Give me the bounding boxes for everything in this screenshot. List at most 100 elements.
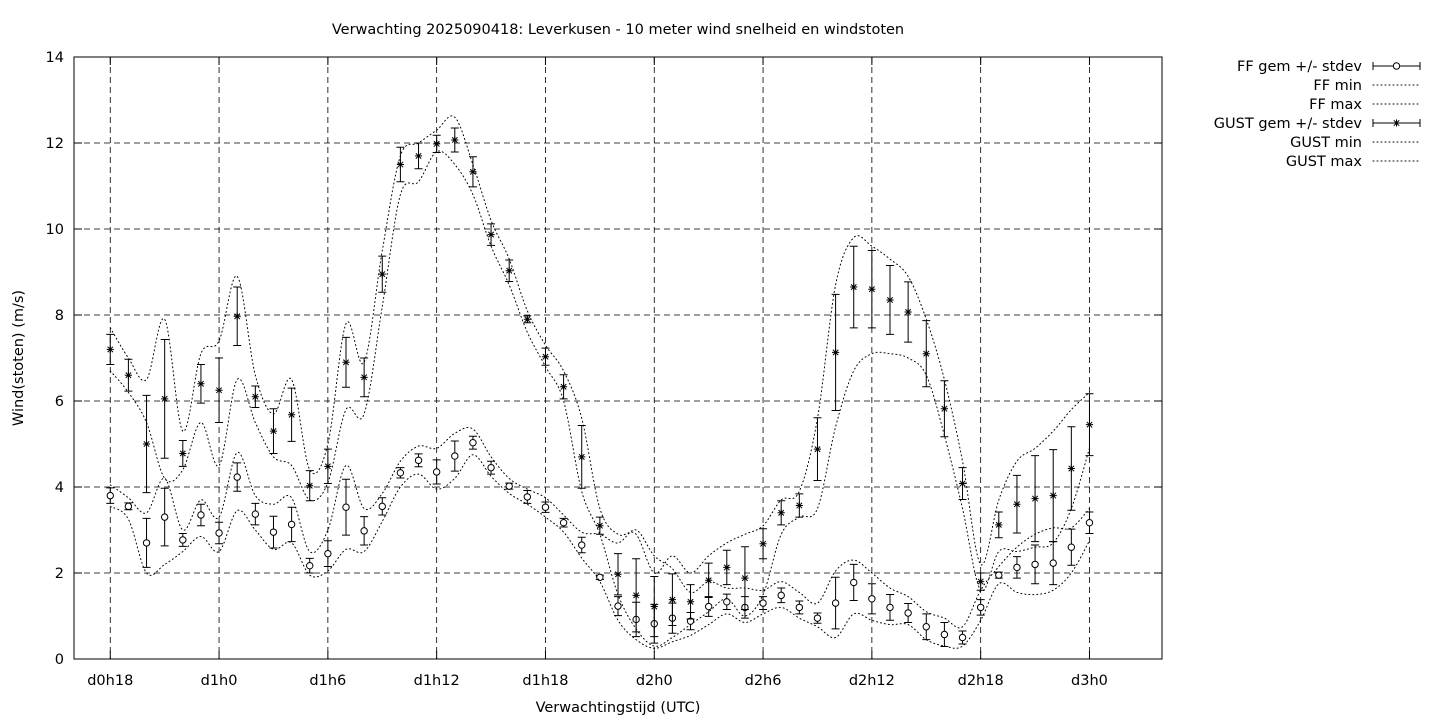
x-axis-label: Verwachtingstijd (UTC) bbox=[536, 700, 701, 716]
data-point bbox=[197, 380, 204, 387]
x-tick-label: d1h12 bbox=[414, 673, 460, 689]
data-point bbox=[796, 502, 803, 509]
data-point bbox=[1086, 519, 1092, 525]
data-point bbox=[669, 596, 676, 603]
data-point bbox=[415, 152, 422, 159]
data-point bbox=[161, 514, 167, 520]
data-point bbox=[1050, 492, 1057, 499]
data-point bbox=[578, 453, 585, 460]
data-point bbox=[143, 540, 149, 546]
data-point bbox=[179, 450, 186, 457]
data-point bbox=[959, 480, 966, 487]
x-tick-label: d1h18 bbox=[522, 673, 568, 689]
data-point bbox=[215, 387, 222, 394]
x-tick-label: d3h0 bbox=[1071, 673, 1108, 689]
data-point bbox=[470, 440, 476, 446]
x-tick-label: d2h18 bbox=[958, 673, 1004, 689]
data-point bbox=[107, 492, 113, 498]
y-tick-label: 0 bbox=[55, 652, 64, 668]
data-point bbox=[143, 440, 150, 447]
data-point bbox=[1068, 465, 1075, 472]
x-tick-label: d0h18 bbox=[87, 673, 133, 689]
data-point bbox=[125, 503, 131, 509]
x-tick-label: d2h12 bbox=[849, 673, 895, 689]
data-point bbox=[161, 395, 168, 402]
legend-label: GUST gem +/- stdev bbox=[1214, 116, 1363, 132]
y-tick-label: 8 bbox=[55, 308, 64, 324]
data-point bbox=[433, 140, 440, 147]
data-point bbox=[814, 615, 820, 621]
legend-label: FF min bbox=[1313, 78, 1362, 94]
data-point bbox=[905, 610, 911, 616]
data-point bbox=[923, 624, 929, 630]
data-point bbox=[1068, 544, 1074, 550]
y-tick-label: 2 bbox=[55, 566, 64, 582]
data-point bbox=[487, 231, 494, 238]
data-point bbox=[886, 296, 893, 303]
data-point bbox=[778, 509, 785, 516]
x-tick-label: d1h0 bbox=[201, 673, 238, 689]
series-line bbox=[110, 116, 1089, 574]
data-point bbox=[1031, 495, 1038, 502]
data-point bbox=[959, 634, 965, 640]
data-point bbox=[995, 521, 1002, 528]
y-tick-label: 10 bbox=[46, 222, 64, 238]
data-point bbox=[270, 529, 276, 535]
data-point bbox=[851, 579, 857, 585]
data-point bbox=[1014, 564, 1020, 570]
data-point bbox=[741, 575, 748, 582]
data-point bbox=[324, 463, 331, 470]
data-point bbox=[687, 598, 694, 605]
data-point bbox=[397, 161, 404, 168]
data-point bbox=[923, 350, 930, 357]
data-point bbox=[542, 353, 549, 360]
data-point bbox=[306, 482, 313, 489]
data-point bbox=[325, 550, 331, 556]
data-point bbox=[614, 571, 621, 578]
data-point bbox=[397, 470, 403, 476]
data-point bbox=[724, 599, 730, 605]
series-line bbox=[110, 455, 1089, 649]
data-point bbox=[597, 574, 603, 580]
data-point bbox=[887, 604, 893, 610]
data-point bbox=[814, 446, 821, 453]
data-point bbox=[342, 359, 349, 366]
x-tick-label: d2h6 bbox=[745, 673, 782, 689]
data-point bbox=[977, 604, 983, 610]
series-5 bbox=[110, 116, 1089, 574]
data-point bbox=[361, 374, 368, 381]
data-point bbox=[868, 286, 875, 293]
y-tick-label: 12 bbox=[46, 136, 64, 152]
data-point bbox=[469, 168, 476, 175]
data-point bbox=[234, 474, 240, 480]
data-point bbox=[941, 631, 947, 637]
data-point bbox=[506, 267, 513, 274]
legend-label: FF gem +/- stdev bbox=[1237, 59, 1362, 75]
data-point bbox=[379, 271, 386, 278]
legend-label: FF max bbox=[1309, 97, 1362, 113]
data-point bbox=[361, 528, 367, 534]
data-point bbox=[832, 349, 839, 356]
data-point bbox=[433, 469, 439, 475]
y-tick-label: 6 bbox=[55, 394, 64, 410]
chart-title: Verwachting 2025090418: Leverkusen - 10 … bbox=[332, 22, 904, 38]
chart-legend: FF gem +/- stdev FF min FF max GUST gem +/-… bbox=[1214, 59, 1420, 170]
data-point bbox=[1032, 561, 1038, 567]
data-point bbox=[796, 604, 802, 610]
data-point bbox=[705, 603, 711, 609]
data-point bbox=[452, 453, 458, 459]
y-axis-label: Wind(stoten) (m/s) bbox=[11, 290, 27, 426]
data-point bbox=[560, 519, 566, 525]
data-point bbox=[723, 564, 730, 571]
series-0 bbox=[106, 436, 1093, 646]
data-point bbox=[542, 504, 548, 510]
data-point bbox=[270, 428, 277, 435]
data-point bbox=[633, 592, 640, 599]
data-point bbox=[869, 596, 875, 602]
data-point bbox=[107, 346, 114, 353]
data-point bbox=[288, 411, 295, 418]
data-point bbox=[615, 603, 621, 609]
legend-marker bbox=[1393, 119, 1400, 126]
data-point bbox=[651, 603, 658, 610]
